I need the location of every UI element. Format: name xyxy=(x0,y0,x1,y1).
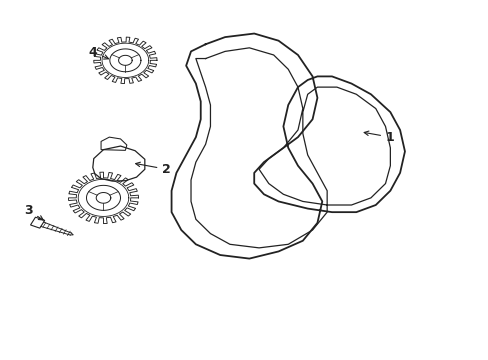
Text: 1: 1 xyxy=(364,131,394,144)
Text: 2: 2 xyxy=(135,162,171,176)
Text: 3: 3 xyxy=(24,204,43,220)
Text: 4: 4 xyxy=(88,46,108,59)
